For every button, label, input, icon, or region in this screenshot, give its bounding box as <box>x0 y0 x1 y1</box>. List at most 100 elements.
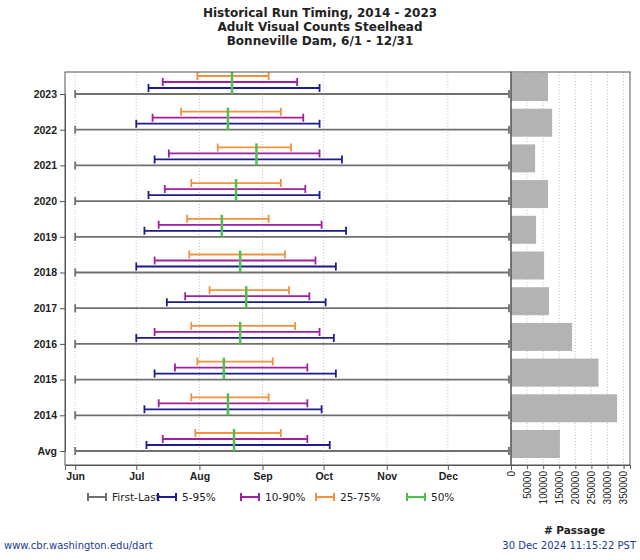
range-bar <box>195 429 281 437</box>
grid <box>75 72 448 465</box>
tick-label: Dec <box>439 470 458 482</box>
tick-label: Jul <box>129 470 144 482</box>
x-axis: JunJulAugSepOctNovDec <box>66 465 512 482</box>
tick: Dec <box>439 465 458 482</box>
median-mark <box>227 108 230 130</box>
tick-label: 2021 <box>34 159 58 171</box>
tick: Oct <box>315 465 333 482</box>
median-mark <box>239 322 242 344</box>
tick-label: 200000 <box>570 471 581 505</box>
tick: 2019 <box>34 231 65 243</box>
tick-label: Sep <box>253 470 272 482</box>
legend-swatch <box>407 493 425 501</box>
legend-swatch <box>241 493 259 501</box>
tick: 2016 <box>34 338 65 350</box>
tick-label: 2016 <box>34 338 58 350</box>
grid-line <box>199 72 200 465</box>
tick-mark <box>60 130 65 131</box>
x-axis: 0500001000001500002000002500003000003500… <box>506 465 631 504</box>
range-bar <box>218 143 291 151</box>
tick-label: Oct <box>315 470 333 482</box>
bar <box>511 73 548 101</box>
title: Historical Run Timing, 2014 - 2023 <box>203 6 437 20</box>
tick-label: 0 <box>506 471 517 477</box>
series <box>153 78 322 443</box>
tick-mark <box>60 380 65 381</box>
range-bar <box>75 447 509 455</box>
range-bar <box>75 90 509 98</box>
tick-mark <box>60 273 65 274</box>
range-bar <box>136 334 334 342</box>
grid-line <box>447 72 448 465</box>
tick-mark <box>60 308 65 309</box>
tick: 200000 <box>570 465 581 504</box>
legend-item: 5-95% <box>158 491 216 503</box>
tick-label: 2014 <box>34 409 58 421</box>
range-bar <box>181 108 281 116</box>
range-bar <box>169 149 320 157</box>
range-bar <box>75 161 509 169</box>
legend-item: 10-90% <box>241 491 306 503</box>
tick-label: 2015 <box>34 373 58 385</box>
tick-label: 300000 <box>602 471 613 505</box>
axis-line <box>66 466 512 471</box>
range-bar <box>144 405 321 413</box>
series <box>75 90 509 455</box>
range-bar <box>146 441 329 449</box>
tick: Nov <box>377 465 397 482</box>
axis-line <box>512 466 631 470</box>
tick: 2015 <box>34 373 65 385</box>
tick-label: 250000 <box>586 471 597 505</box>
annotation: www.cbr.washington.edu/dart <box>4 540 153 551</box>
median-mark <box>233 429 236 451</box>
grid-line <box>386 72 387 465</box>
tick-mark <box>511 465 512 469</box>
tick-label: Jun <box>66 470 85 482</box>
bar <box>511 144 535 172</box>
tick-mark <box>263 465 264 470</box>
tick-label: 2023 <box>34 88 58 100</box>
range-bar <box>148 191 319 199</box>
legend-label: 25-75% <box>340 491 381 503</box>
y-axis: 2023 2022 2021 2020 2019 2018 2017 2016 2015 2014… <box>34 88 66 457</box>
range-bar <box>75 126 509 134</box>
range-bar <box>75 197 509 205</box>
bar <box>511 109 552 137</box>
tick-mark <box>527 465 528 469</box>
tick: 2023 <box>34 88 65 100</box>
tick-mark <box>607 465 608 469</box>
bar <box>511 180 548 208</box>
legend-item: First-Last <box>88 491 160 503</box>
tick: 2018 <box>34 266 65 278</box>
legend-label: 50% <box>431 491 454 503</box>
plot-area <box>511 73 617 458</box>
tick-label: 2020 <box>34 195 58 207</box>
grid-line <box>323 72 324 465</box>
bar <box>511 252 544 280</box>
range-bar <box>75 304 509 312</box>
median-mark <box>245 286 248 308</box>
legend-item: 50% <box>407 491 454 503</box>
median-mark <box>231 72 234 94</box>
tick-mark <box>543 465 544 469</box>
median-mark <box>239 251 242 273</box>
range-bar <box>159 221 322 229</box>
tick-mark <box>75 465 76 470</box>
tick-mark <box>136 465 137 470</box>
annotation: 30 Dec 2024 11:15:22 PST <box>502 540 637 551</box>
tick: 0 <box>506 465 517 477</box>
tick-label: 2022 <box>34 124 58 136</box>
range-bar <box>191 393 268 401</box>
range-bar <box>163 78 297 86</box>
series <box>222 72 257 451</box>
range-bar <box>159 399 308 407</box>
tick: Jul <box>129 465 144 482</box>
legend-label: 5-95% <box>182 491 216 503</box>
legend-label: 10-90% <box>265 491 306 503</box>
tick: 2017 <box>34 302 65 314</box>
range-bar <box>136 263 336 271</box>
range-bar <box>155 370 336 378</box>
tick: Avg <box>38 445 65 457</box>
range-bar <box>175 364 307 372</box>
axis-line <box>60 95 66 452</box>
